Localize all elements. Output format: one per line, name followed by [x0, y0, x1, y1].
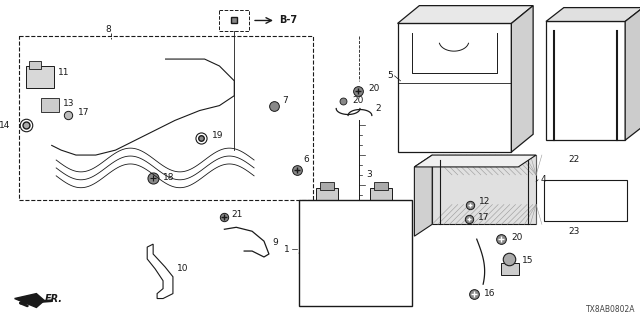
Bar	[321, 182, 334, 190]
Text: 20: 20	[368, 84, 380, 93]
Text: FR.: FR.	[44, 293, 62, 304]
Bar	[544, 180, 627, 221]
Text: 20: 20	[511, 233, 523, 242]
Bar	[29, 61, 42, 69]
Bar	[374, 182, 388, 190]
Text: 19: 19	[212, 131, 223, 140]
Text: TX8AB0802A: TX8AB0802A	[586, 305, 635, 314]
Text: 11: 11	[58, 68, 70, 77]
Text: 3: 3	[366, 170, 372, 179]
Bar	[299, 200, 412, 307]
Text: 4: 4	[541, 175, 547, 184]
Bar	[316, 188, 338, 202]
Bar	[42, 98, 59, 111]
Polygon shape	[546, 8, 640, 21]
Text: 14: 14	[0, 121, 11, 130]
Polygon shape	[625, 8, 640, 140]
Bar	[370, 188, 392, 202]
Bar	[546, 21, 625, 140]
Polygon shape	[397, 6, 533, 23]
Polygon shape	[414, 155, 536, 167]
Text: B-7: B-7	[279, 15, 297, 26]
Text: 17: 17	[477, 213, 489, 222]
Text: 3: 3	[365, 262, 371, 271]
Polygon shape	[15, 293, 44, 308]
Polygon shape	[414, 155, 432, 236]
Text: 18: 18	[163, 173, 175, 182]
Text: 10: 10	[177, 264, 188, 273]
Text: 1: 1	[284, 244, 290, 253]
Text: 7: 7	[282, 96, 287, 105]
Text: 8: 8	[106, 25, 111, 34]
Bar	[26, 66, 54, 88]
Text: 23: 23	[568, 227, 579, 236]
Text: 13: 13	[63, 99, 75, 108]
Bar	[397, 23, 511, 152]
Text: 17: 17	[78, 108, 90, 117]
Text: 16: 16	[484, 289, 495, 298]
Text: 15: 15	[522, 256, 534, 265]
Text: 22: 22	[568, 156, 579, 164]
Polygon shape	[511, 6, 533, 152]
Bar	[432, 155, 536, 224]
Text: 9: 9	[272, 238, 278, 247]
Text: 2: 2	[376, 104, 381, 113]
Bar	[502, 263, 519, 275]
Text: 20: 20	[352, 96, 364, 105]
Text: 21: 21	[231, 210, 243, 219]
Text: 12: 12	[479, 197, 490, 206]
Text: 5: 5	[387, 71, 392, 80]
Text: 6: 6	[303, 156, 309, 164]
